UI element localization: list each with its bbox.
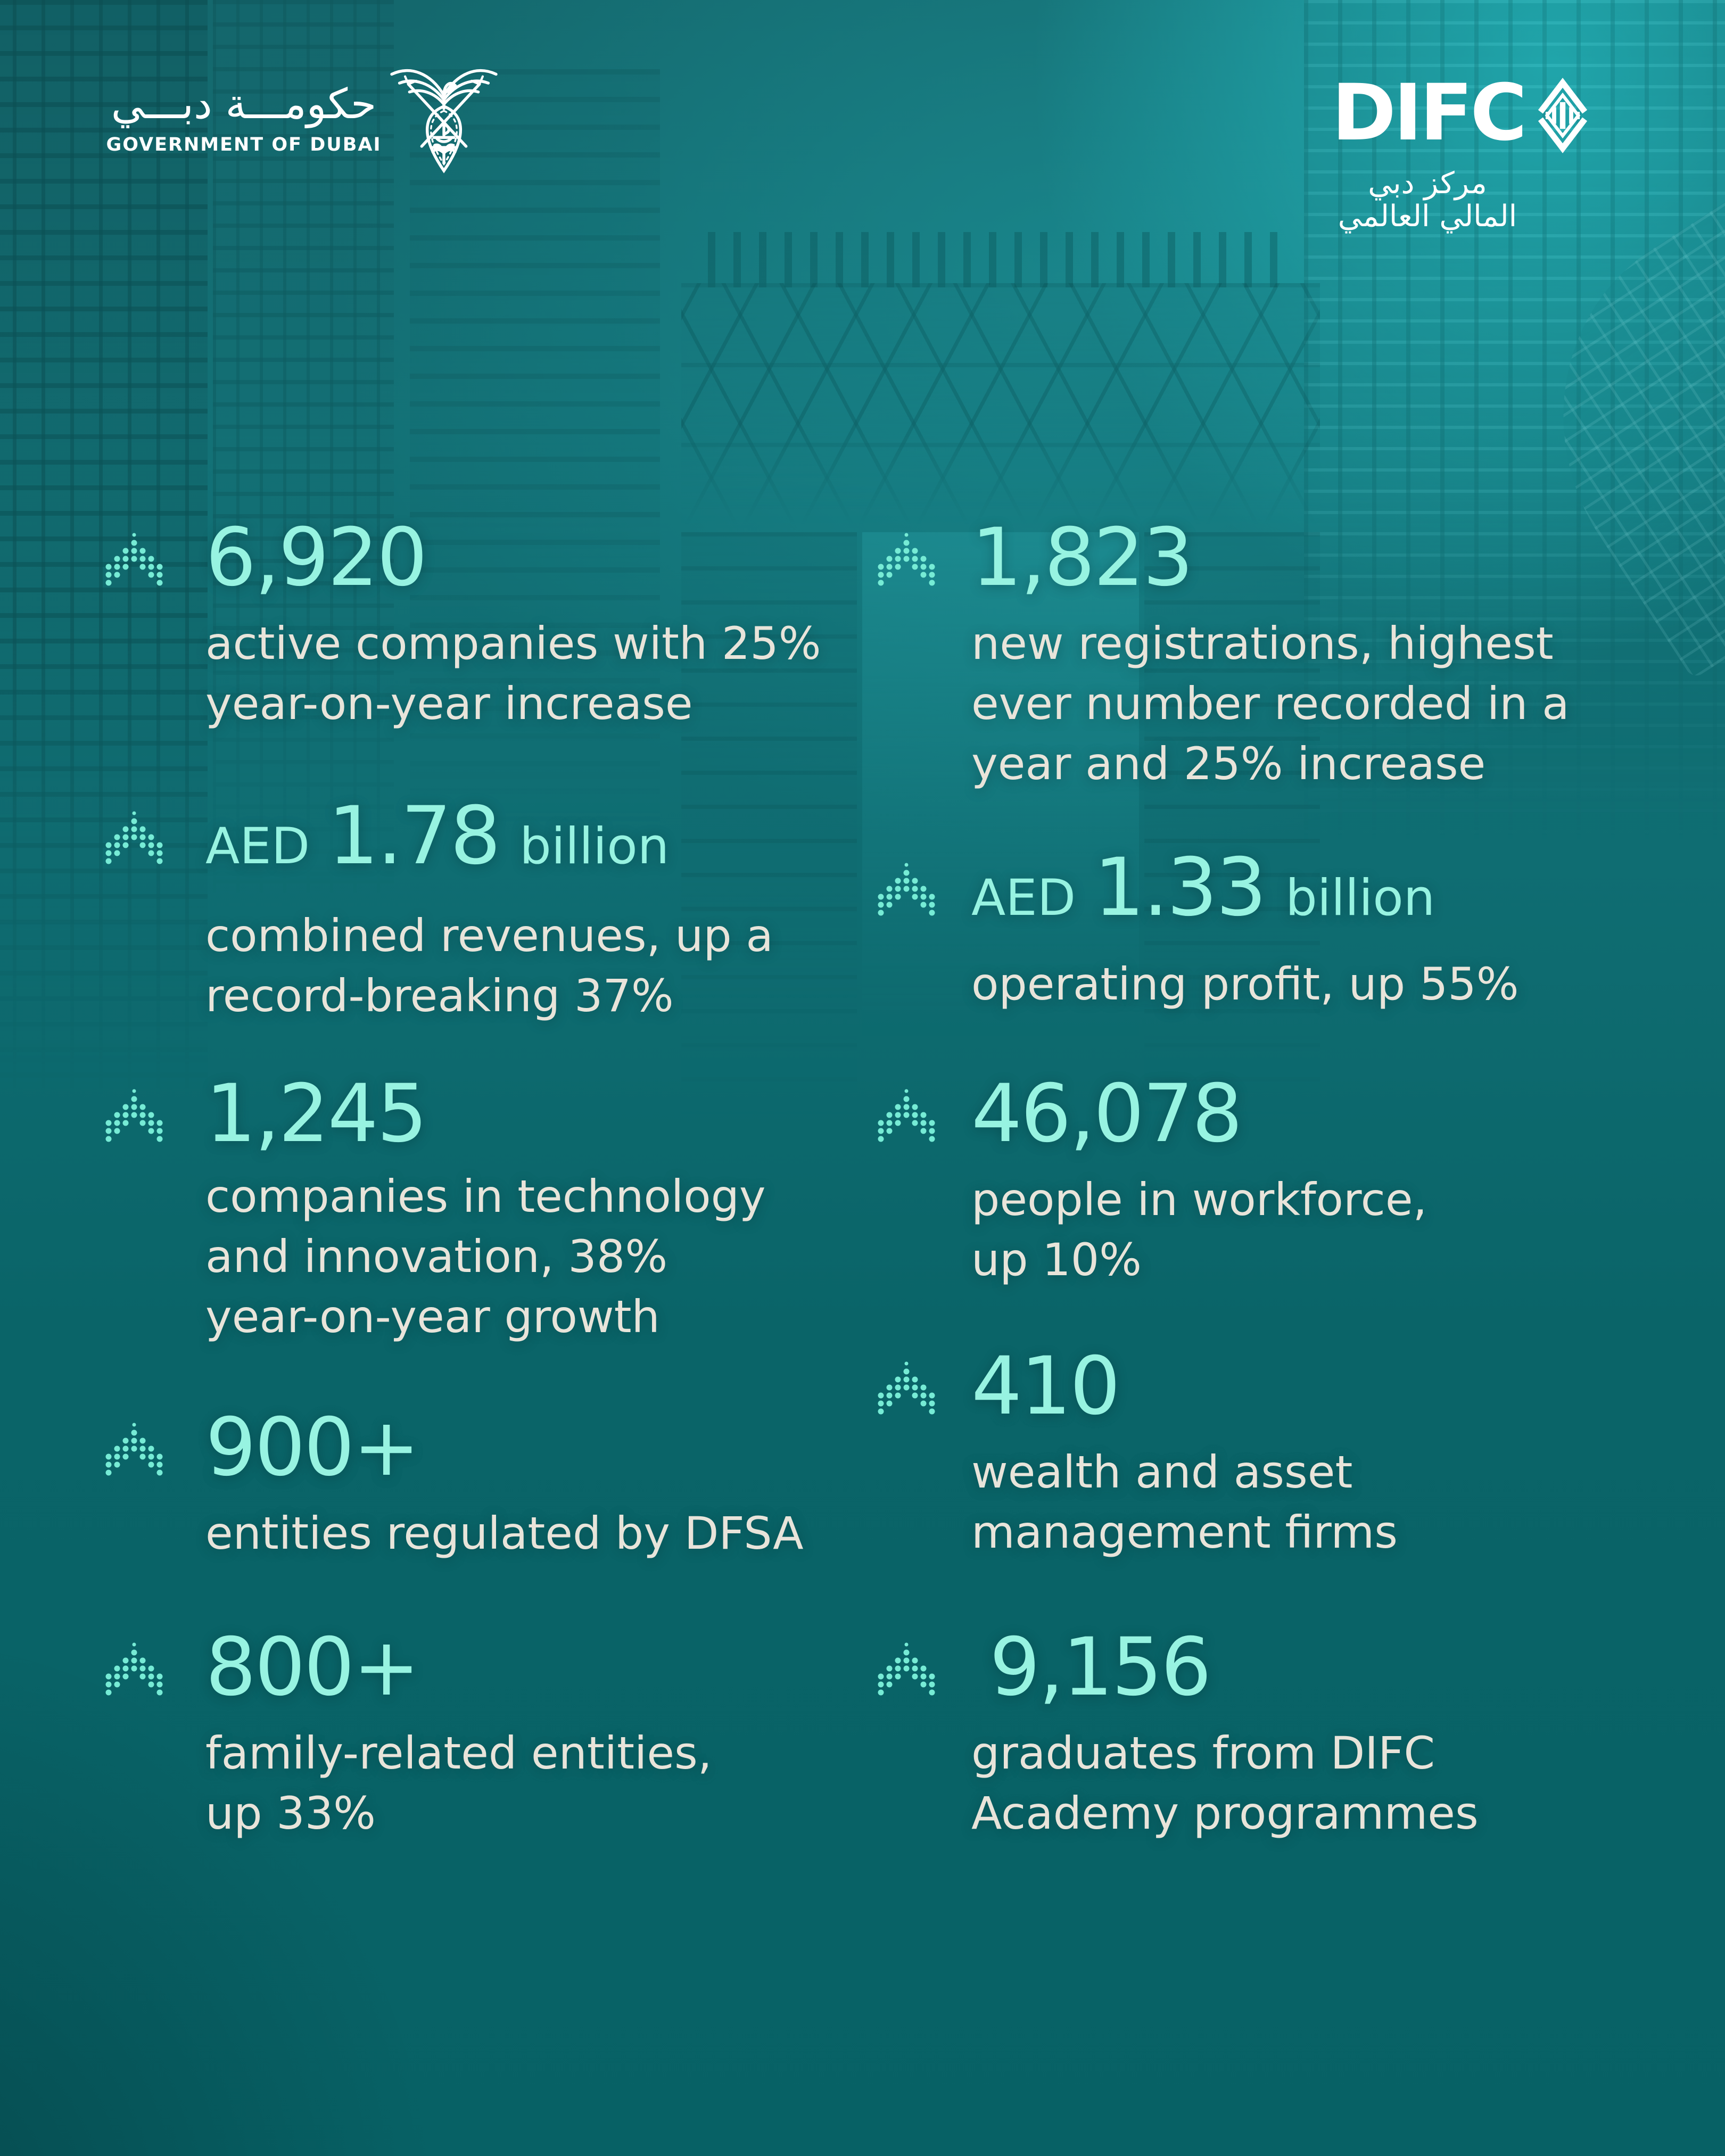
stat-description: graduates from DIFC Academy programmes	[971, 1727, 1479, 1839]
stat-value: 1,245	[205, 1068, 427, 1160]
dotted-up-arrow-icon	[104, 1641, 164, 1697]
dotted-up-arrow-icon	[104, 1422, 164, 1477]
stat-value: 410	[971, 1340, 1120, 1433]
dotted-up-arrow-icon	[877, 862, 936, 917]
stat-tech-innovation-companies: 1,245 companies in technology and innova…	[104, 1074, 766, 1347]
stat-wealth-asset-firms: 410 wealth and asset management firms	[877, 1347, 1398, 1563]
stat-academy-graduates: 9,156 graduates from DIFC Academy progra…	[877, 1628, 1479, 1844]
difc-logo: DIFC مركز دبي المالي العالمي	[1332, 68, 1630, 234]
stat-description: new registrations, highest ever number r…	[971, 617, 1570, 790]
stat-family-related-entities: 800+ family-related entities, up 33%	[104, 1628, 712, 1844]
stat-description: companies in technology and innovation, …	[205, 1170, 766, 1343]
gov-logo-text: حكومـــة دبـــي GOVERNMENT OF DUBAI	[96, 82, 392, 155]
stat-value: AED 1.78 billion	[205, 790, 670, 882]
stat-description: people in workforce, up 10%	[971, 1174, 1427, 1286]
stat-dfsa-regulated-entities: 900+ entities regulated by DFSA	[104, 1408, 804, 1564]
stat-value: AED 1.33 billion	[971, 841, 1435, 934]
gov-logo-english: GOVERNMENT OF DUBAI	[106, 134, 382, 155]
difc-gate-crown-silhouette	[708, 232, 1293, 287]
stat-combined-revenues: AED 1.78 billion combined revenues, up a…	[104, 796, 773, 1026]
stat-value: 1,823	[971, 511, 1193, 604]
dotted-up-arrow-icon	[104, 1088, 164, 1143]
difc-diamond-icon	[1535, 78, 1590, 153]
stat-active-companies: 6,920 active companies with 25% year-on-…	[104, 518, 821, 734]
government-of-dubai-logo: حكومـــة دبـــي GOVERNMENT OF DUBAI	[96, 51, 522, 195]
stat-value: 46,078	[971, 1068, 1243, 1160]
stat-value: 6,920	[205, 511, 427, 604]
stat-value: 900+	[205, 1401, 420, 1494]
difc-logo-arabic: مركز دبي المالي العالمي	[1338, 166, 1517, 234]
dubai-crest-icon	[377, 55, 511, 186]
stat-description: wealth and asset management firms	[971, 1446, 1398, 1558]
stat-operating-profit: AED 1.33 billion operating profit, up 55…	[877, 848, 1519, 1014]
difc-wordmark: DIFC	[1332, 68, 1527, 158]
stat-description: combined revenues, up a record-breaking …	[205, 910, 773, 1022]
gov-logo-arabic: حكومـــة دبـــي	[111, 80, 377, 128]
stat-new-registrations: 1,823 new registrations, highest ever nu…	[877, 518, 1570, 794]
stat-description: family-related entities, up 33%	[205, 1727, 712, 1839]
dotted-up-arrow-icon	[877, 1088, 936, 1143]
stat-description: operating profit, up 55%	[971, 958, 1519, 1010]
difc-gate-building-silhouette	[681, 283, 1320, 534]
stat-description: entities regulated by DFSA	[205, 1507, 804, 1559]
stat-value: 800+	[205, 1621, 420, 1714]
stat-value: 9,156	[989, 1621, 1211, 1714]
dotted-up-arrow-icon	[104, 532, 164, 587]
dotted-up-arrow-icon	[877, 532, 936, 587]
dotted-up-arrow-icon	[877, 1360, 936, 1416]
stat-workforce: 46,078 people in workforce, up 10%	[877, 1074, 1427, 1290]
dotted-up-arrow-icon	[877, 1641, 936, 1697]
dotted-up-arrow-icon	[104, 810, 164, 865]
stat-description: active companies with 25% year-on-year i…	[205, 617, 821, 730]
